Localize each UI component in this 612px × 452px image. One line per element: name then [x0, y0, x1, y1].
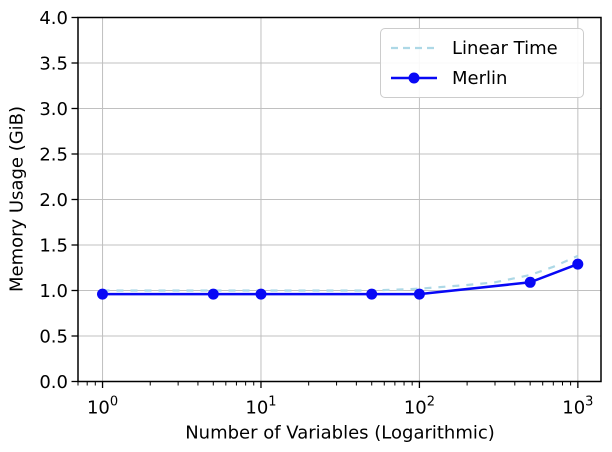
y-tick-label: 2.5: [39, 145, 68, 166]
x-tick-label: 101: [245, 395, 276, 419]
legend-item-linear-time: Linear Time: [389, 36, 573, 60]
series-line-linear-time: [102, 254, 579, 292]
y-tick-label: 1.5: [39, 236, 68, 257]
legend-sample-dashed-line-icon: [391, 46, 437, 50]
legend-label-merlin: Merlin: [452, 67, 508, 89]
y-tick-label: 3.5: [39, 54, 68, 75]
data-point-merlin: [207, 288, 219, 300]
y-tick-label: 4.0: [39, 8, 68, 29]
data-point-merlin: [97, 288, 108, 300]
data-point-merlin: [255, 288, 267, 300]
legend-item-merlin: Merlin: [389, 66, 573, 90]
x-tick-label: 103: [562, 395, 593, 419]
legend-label-linear-time: Linear Time: [452, 37, 558, 59]
y-tick-label: 3.0: [39, 99, 68, 120]
y-tick-label: 0.5: [39, 327, 68, 348]
data-point-merlin: [366, 288, 378, 300]
data-point-merlin: [413, 288, 425, 300]
y-tick-label: 0.0: [39, 372, 68, 393]
y-tick-label: 2.0: [39, 190, 68, 211]
data-point-merlin: [524, 276, 536, 288]
x-axis-label: Number of Variables (Logarithmic): [185, 422, 495, 444]
y-axis-label: Memory Usage (GiB): [6, 105, 28, 293]
x-tick-label: 102: [404, 395, 435, 419]
y-tick-label: 1.0: [39, 281, 68, 302]
legend-sample-solid-line-marker-icon: [391, 72, 437, 84]
data-point-merlin: [572, 258, 584, 270]
x-tick-label: 100: [87, 395, 118, 419]
legend: Linear Time Merlin: [380, 28, 584, 98]
